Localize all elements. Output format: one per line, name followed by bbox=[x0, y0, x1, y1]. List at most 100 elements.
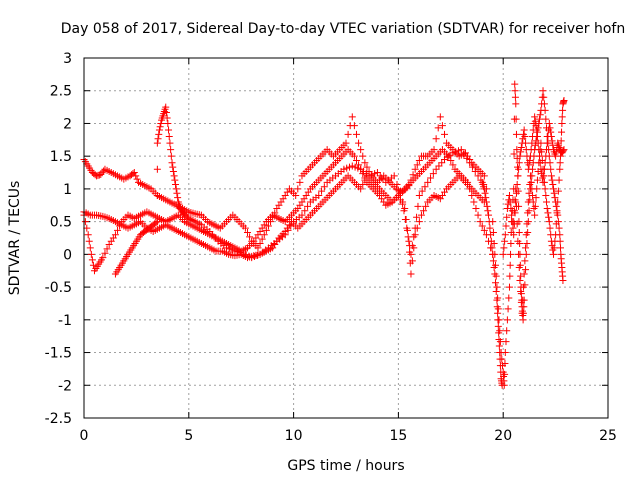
data-point bbox=[429, 170, 437, 178]
data-point bbox=[525, 161, 533, 169]
data-point bbox=[478, 222, 486, 230]
data-point bbox=[533, 176, 541, 184]
y-tick-label: -2 bbox=[58, 378, 72, 394]
data-point bbox=[553, 209, 561, 217]
series-track-h bbox=[478, 178, 506, 389]
data-point bbox=[359, 152, 367, 160]
data-point bbox=[162, 109, 170, 117]
data-point bbox=[545, 119, 553, 127]
data-point bbox=[154, 135, 162, 143]
data-point bbox=[520, 303, 528, 311]
data-point bbox=[348, 113, 356, 121]
data-point bbox=[533, 185, 541, 193]
data-point bbox=[474, 172, 482, 180]
data-point bbox=[522, 231, 530, 239]
data-point bbox=[421, 183, 429, 191]
x-axis-label: GPS time / hours bbox=[287, 458, 404, 474]
data-point bbox=[512, 185, 520, 193]
data-point bbox=[344, 130, 352, 138]
y-tick-label: 0.5 bbox=[50, 215, 72, 231]
data-point bbox=[531, 202, 539, 210]
data-point bbox=[407, 250, 415, 258]
data-point bbox=[539, 178, 547, 186]
data-point bbox=[494, 316, 502, 324]
data-point bbox=[480, 185, 488, 193]
data-point bbox=[243, 229, 251, 237]
data-point bbox=[262, 226, 270, 234]
data-point bbox=[487, 231, 495, 239]
data-point bbox=[500, 244, 508, 252]
series-track-c bbox=[80, 146, 497, 275]
data-point bbox=[403, 224, 411, 232]
data-point bbox=[359, 181, 367, 189]
data-point bbox=[169, 163, 177, 171]
data-point bbox=[556, 165, 564, 173]
y-tick-label: 2 bbox=[63, 116, 72, 132]
data-point bbox=[522, 250, 530, 258]
x-tick-labels: 0 5 10 15 20 25 bbox=[80, 428, 617, 444]
data-point bbox=[408, 257, 416, 265]
data-point bbox=[258, 235, 266, 243]
data-point bbox=[168, 159, 176, 167]
data-point bbox=[480, 172, 488, 180]
data-point bbox=[407, 270, 415, 278]
data-point bbox=[153, 218, 161, 226]
data-point bbox=[520, 270, 528, 278]
data-point bbox=[408, 242, 416, 250]
data-point bbox=[355, 139, 363, 147]
data-point bbox=[510, 220, 518, 228]
data-point bbox=[498, 381, 506, 389]
data-point bbox=[301, 207, 309, 215]
data-point bbox=[517, 143, 525, 151]
data-point bbox=[527, 146, 535, 154]
data-point bbox=[531, 113, 539, 121]
data-point bbox=[523, 239, 531, 247]
data-point bbox=[514, 237, 522, 245]
data-point bbox=[550, 250, 558, 258]
data-point bbox=[256, 239, 264, 247]
data-point bbox=[548, 176, 556, 184]
data-point bbox=[460, 150, 468, 158]
data-point bbox=[503, 213, 511, 221]
data-point bbox=[531, 211, 539, 219]
data-point bbox=[559, 277, 567, 285]
data-point bbox=[495, 342, 503, 350]
data-point bbox=[532, 194, 540, 202]
data-point bbox=[559, 147, 567, 155]
data-point bbox=[512, 198, 520, 206]
x-tick-label: 20 bbox=[494, 428, 512, 444]
data-point bbox=[528, 139, 536, 147]
data-point bbox=[87, 250, 95, 258]
data-point bbox=[522, 139, 530, 147]
data-point bbox=[555, 224, 563, 232]
data-point bbox=[401, 215, 409, 223]
data-point bbox=[536, 115, 544, 123]
data-point bbox=[390, 172, 398, 180]
data-point bbox=[350, 122, 358, 130]
data-point bbox=[254, 244, 262, 252]
data-point bbox=[507, 250, 515, 258]
data-point bbox=[552, 152, 560, 160]
data-point bbox=[550, 185, 558, 193]
series-track-g bbox=[499, 113, 568, 258]
data-point bbox=[501, 237, 509, 245]
data-point bbox=[84, 231, 92, 239]
data-point bbox=[361, 174, 369, 182]
data-point bbox=[512, 100, 520, 108]
data-point bbox=[241, 224, 249, 232]
data-point bbox=[540, 165, 548, 173]
data-point bbox=[523, 220, 531, 228]
data-point bbox=[511, 87, 519, 95]
data-point bbox=[550, 244, 558, 252]
data-point bbox=[352, 157, 360, 165]
data-point bbox=[515, 263, 523, 271]
data-point bbox=[551, 194, 559, 202]
data-point bbox=[519, 283, 527, 291]
data-point bbox=[487, 237, 495, 245]
data-point bbox=[116, 222, 124, 230]
data-point bbox=[505, 283, 513, 291]
data-point bbox=[396, 189, 404, 197]
data-point bbox=[464, 178, 472, 186]
data-point bbox=[410, 233, 418, 241]
data-point bbox=[165, 126, 173, 134]
